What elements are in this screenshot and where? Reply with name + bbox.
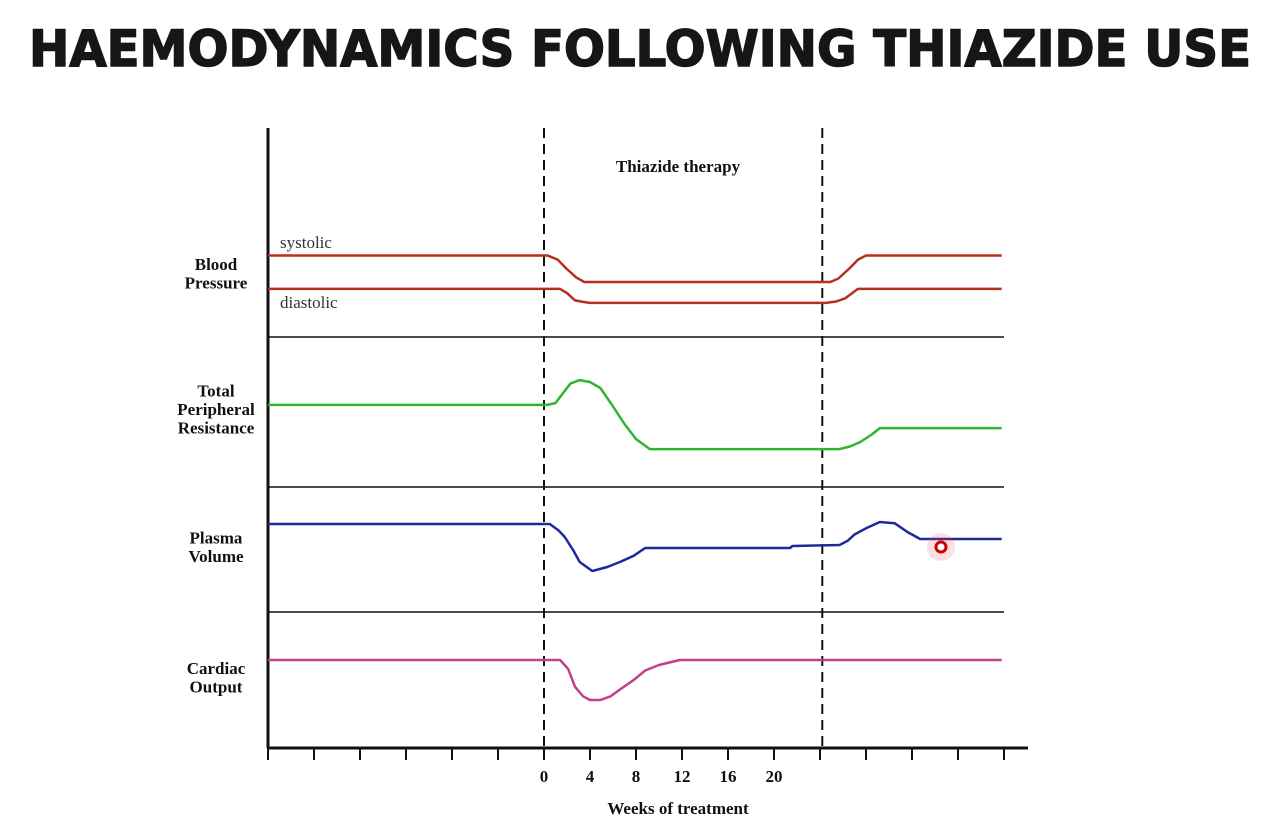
series-line-total-peripheral-resistance [268, 378, 1002, 451]
series-lines [268, 254, 1002, 702]
series-line-plasma-volume [268, 520, 1002, 573]
slide-title: HAEMODYNAMICS FOLLOWING THIAZIDE USE [29, 20, 1251, 78]
x-tick-label: 8 [632, 767, 641, 786]
panel-label-cardiac-output: Cardiac Output [187, 659, 246, 697]
x-tick-label: 0 [540, 767, 549, 786]
cursor-marker [927, 533, 955, 561]
panel-labels: Blood Pressure Total Peripheral Resistance Pl… [177, 255, 255, 697]
x-tick-label: 16 [720, 767, 737, 786]
x-axis-label: Weeks of treatment [607, 799, 749, 818]
chart-frame: 0 4 8 12 16 20 [266, 128, 1028, 786]
series-line-cardiac-output [268, 658, 1002, 702]
panel-label-total-peripheral-resistance: Total Peripheral Resistance [177, 382, 255, 438]
therapy-window-label: Thiazide therapy [616, 157, 741, 176]
x-tick-label: 4 [586, 767, 595, 786]
panel-label-blood-pressure: Blood Pressure [185, 255, 248, 293]
series-label-systolic: systolic [280, 233, 332, 252]
panel-label-plasma-volume: Plasma Volume [188, 528, 244, 566]
x-tick-label: 12 [674, 767, 691, 786]
series-line-diastolic [268, 287, 1002, 305]
series-line-systolic [268, 254, 1002, 284]
series-label-diastolic: diastolic [280, 293, 338, 312]
x-tick-label: 20 [766, 767, 783, 786]
